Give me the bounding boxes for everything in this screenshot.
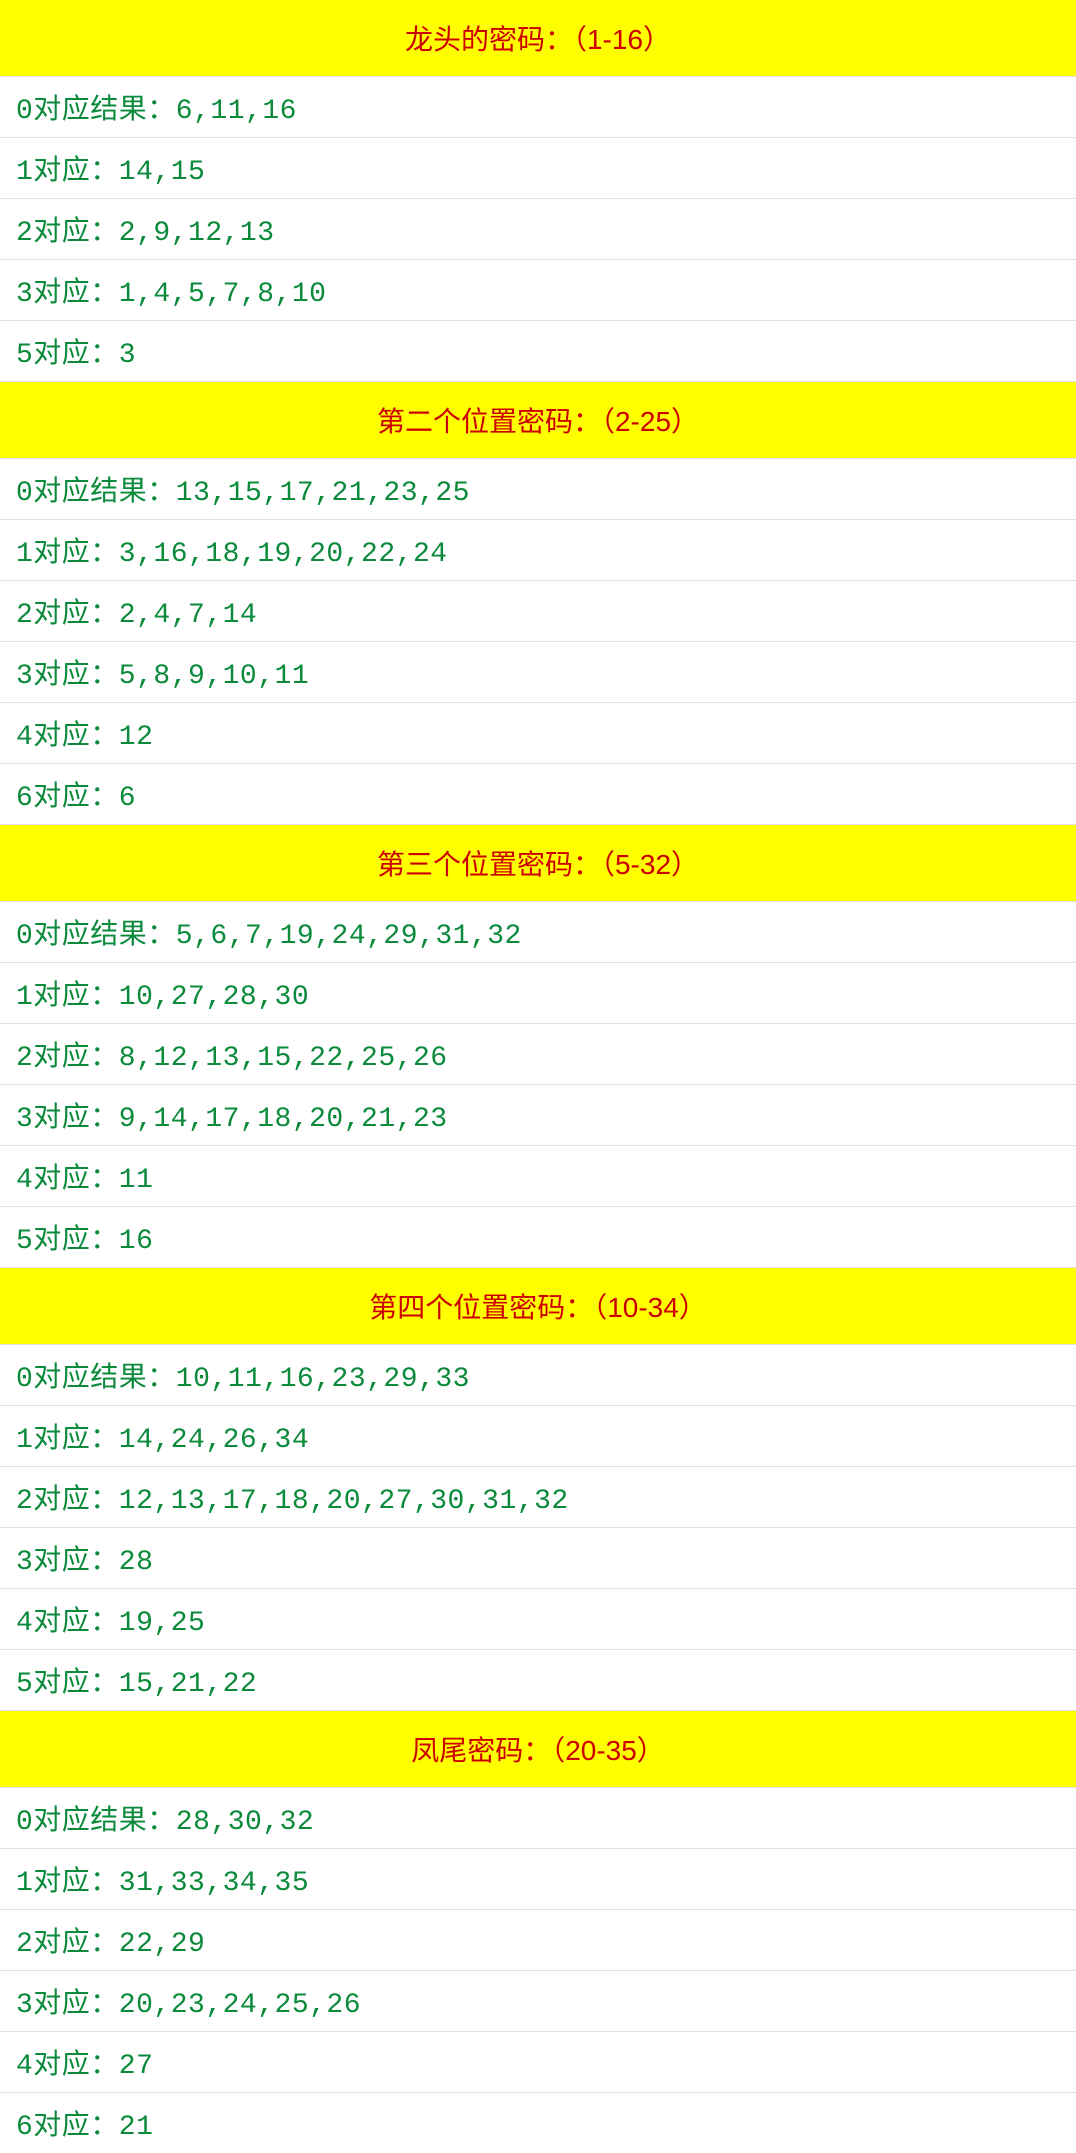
data-row: 0对应结果：13,15,17,21,23,25 xyxy=(0,459,1076,520)
data-row: 5对应：3 xyxy=(0,321,1076,382)
data-row: 6对应：6 xyxy=(0,764,1076,825)
data-row: 3对应：5,8,9,10,11 xyxy=(0,642,1076,703)
data-row: 3对应：28 xyxy=(0,1528,1076,1589)
data-row: 3对应：1,4,5,7,8,10 xyxy=(0,260,1076,321)
data-row: 2对应：8,12,13,15,22,25,26 xyxy=(0,1024,1076,1085)
data-row: 4对应：19,25 xyxy=(0,1589,1076,1650)
data-row: 0对应结果：6,11,16 xyxy=(0,77,1076,138)
section-header-2: 第二个位置密码：（2-25） xyxy=(0,382,1076,459)
data-row: 2对应：2,9,12,13 xyxy=(0,199,1076,260)
data-row: 6对应：21 xyxy=(0,2093,1076,2153)
data-row: 2对应：12,13,17,18,20,27,30,31,32 xyxy=(0,1467,1076,1528)
data-row: 5对应：16 xyxy=(0,1207,1076,1268)
data-row: 2对应：2,4,7,14 xyxy=(0,581,1076,642)
data-row: 1对应：14,24,26,34 xyxy=(0,1406,1076,1467)
data-row: 0对应结果：10,11,16,23,29,33 xyxy=(0,1345,1076,1406)
data-row: 3对应：20,23,24,25,26 xyxy=(0,1971,1076,2032)
data-row: 0对应结果：5,6,7,19,24,29,31,32 xyxy=(0,902,1076,963)
code-table-container: 龙头的密码：（1-16） 0对应结果：6,11,16 1对应：14,15 2对应… xyxy=(0,0,1076,2153)
data-row: 1对应：3,16,18,19,20,22,24 xyxy=(0,520,1076,581)
section-header-3: 第三个位置密码：（5-32） xyxy=(0,825,1076,902)
data-row: 1对应：31,33,34,35 xyxy=(0,1849,1076,1910)
data-row: 4对应：27 xyxy=(0,2032,1076,2093)
section-header-5: 凤尾密码：（20-35） xyxy=(0,1711,1076,1788)
section-header-1: 龙头的密码：（1-16） xyxy=(0,0,1076,77)
data-row: 0对应结果：28,30,32 xyxy=(0,1788,1076,1849)
data-row: 1对应：10,27,28,30 xyxy=(0,963,1076,1024)
data-row: 3对应：9,14,17,18,20,21,23 xyxy=(0,1085,1076,1146)
data-row: 2对应：22,29 xyxy=(0,1910,1076,1971)
data-row: 5对应：15,21,22 xyxy=(0,1650,1076,1711)
section-header-4: 第四个位置密码：（10-34） xyxy=(0,1268,1076,1345)
data-row: 1对应：14,15 xyxy=(0,138,1076,199)
data-row: 4对应：12 xyxy=(0,703,1076,764)
data-row: 4对应：11 xyxy=(0,1146,1076,1207)
